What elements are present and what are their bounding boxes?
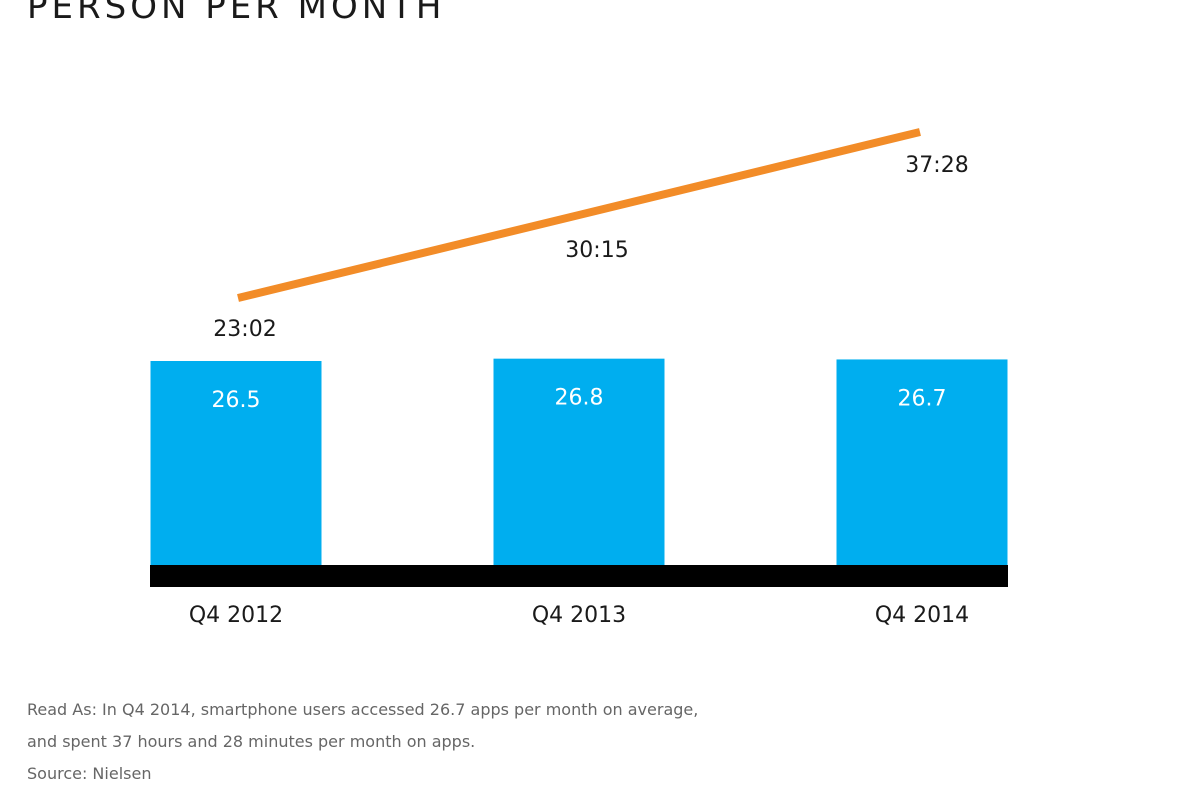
bar-value-label: 26.8: [555, 386, 604, 411]
bar-value-label: 26.5: [212, 388, 261, 413]
line-value-label: 23:02: [213, 317, 276, 342]
baseline: [150, 565, 1008, 587]
category-label: Q4 2013: [532, 603, 626, 628]
labels-layer: 26.5 26.8 26.7 Q4 2012 Q4 2013 Q4 2014 23:02 30…: [189, 153, 969, 628]
footnote-read-as: Read As: In Q4 2014, smartphone users ac…: [27, 700, 699, 719]
category-label: Q4 2014: [875, 603, 969, 628]
bar-q4-2014: [836, 359, 1008, 565]
bars-layer: [150, 358, 1008, 565]
footnote-source: Source: Nielsen: [27, 764, 152, 783]
bar-q4-2012: [150, 361, 322, 565]
line-value-label: 37:28: [905, 153, 968, 178]
line-value-label: 30:15: [565, 238, 628, 263]
footnote-read-as-continued: and spent 37 hours and 28 minutes per mo…: [27, 732, 476, 751]
category-label: Q4 2012: [189, 603, 283, 628]
chart-title: PERSON PER MONTH: [27, 0, 445, 27]
line-layer: [237, 128, 921, 302]
bar-q4-2013: [493, 358, 665, 565]
bar-value-label: 26.7: [898, 386, 947, 411]
